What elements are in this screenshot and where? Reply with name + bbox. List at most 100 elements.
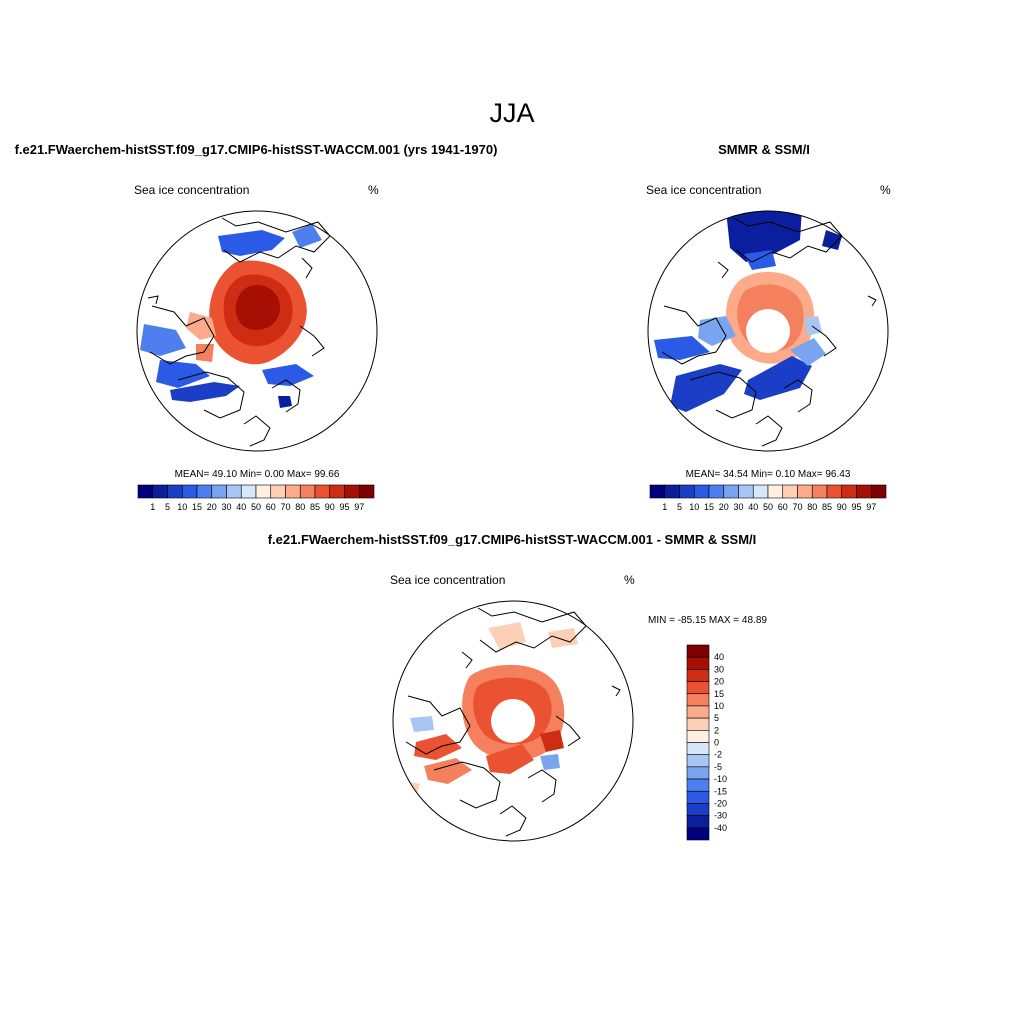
model-colorbar-swatch	[329, 484, 345, 499]
model-colorbar-tick-label: 90	[325, 502, 335, 512]
obs-colorbar-tick-label: 70	[792, 502, 802, 512]
diff-coastlines	[405, 607, 621, 837]
diff-colorbar-swatch	[686, 705, 710, 719]
obs-colorbar-swatch	[738, 484, 754, 499]
diff-colorbar-swatch	[686, 644, 710, 658]
diff-colorbar-tick-label: -10	[714, 774, 727, 784]
obs-colorbar-swatch	[752, 484, 769, 499]
diff-colorbar-tick-label: -5	[714, 762, 722, 772]
diff-colorbar-swatch	[686, 790, 710, 804]
obs-colorbar-tick-label: 30	[733, 502, 743, 512]
obs-colorbar: 1 5 10 15 20 30 40 50 60 70 80 85 90 95 97	[649, 484, 887, 512]
diff-colorbar-swatch	[686, 815, 710, 829]
diff-colorbar-tick-label: 20	[714, 677, 724, 687]
obs-colorbar-swatch	[693, 484, 710, 499]
obs-colorbar-swatch	[649, 484, 666, 499]
obs-colorbar-swatch	[841, 484, 857, 499]
diff-colorbar-tick-label: 30	[714, 664, 724, 674]
obs-pole-hole	[746, 309, 790, 353]
main-title: JJA	[489, 98, 534, 128]
model-map-border	[136, 210, 378, 452]
diff-colorbar-swatch	[686, 827, 710, 841]
diff-colorbar-swatch	[686, 754, 710, 768]
diff-colorbar-tick-label: -40	[714, 823, 727, 833]
obs-colorbar-tick-label: 5	[677, 502, 682, 512]
diff-colorbar-tick-label: 2	[714, 725, 719, 735]
model-colorbar-tick-label: 15	[192, 502, 202, 512]
model-variable-label: Sea ice concentration	[134, 183, 249, 197]
obs-colorbar-tick-label: 40	[748, 502, 758, 512]
model-colorbar-tick-label: 40	[236, 502, 246, 512]
diff-colorbar-swatch	[686, 778, 710, 792]
obs-colorbar-swatch	[679, 484, 695, 499]
diff-panel-title: f.e21.FWaerchem-histSST.f09_g17.CMIP6-hi…	[268, 532, 757, 547]
obs-colorbar-swatch	[767, 484, 784, 499]
obs-stats-label: MEAN= 34.54 Min= 0.10 Max= 96.43	[686, 469, 851, 480]
model-colorbar-tick-label: 50	[251, 502, 261, 512]
obs-colorbar-swatch	[811, 484, 828, 499]
diff-colorbar-tick-label: -30	[714, 811, 727, 821]
model-colorbar-swatch	[196, 484, 213, 499]
obs-colorbar-tick-label: 60	[778, 502, 788, 512]
model-colorbar-tick-label: 70	[280, 502, 290, 512]
obs-colorbar-tick-label: 97	[866, 502, 876, 512]
model-colorbar-tick-label: 95	[339, 502, 349, 512]
obs-colorbar-tick-label: 95	[851, 502, 861, 512]
model-colorbar-tick-label: 5	[165, 502, 170, 512]
model-colorbar-tick-label: 80	[295, 502, 305, 512]
model-panel-title: f.e21.FWaerchem-histSST.f09_g17.CMIP6-hi…	[15, 142, 498, 157]
obs-colorbar-swatch	[782, 484, 798, 499]
model-units-label: %	[368, 183, 379, 197]
obs-colorbar-tick-label: 10	[689, 502, 699, 512]
model-colorbar-tick-label: 1	[150, 502, 155, 512]
diff-colorbar-swatch	[686, 669, 710, 682]
obs-units-label: %	[880, 183, 891, 197]
obs-colorbar-swatch	[664, 484, 680, 499]
obs-colorbar-swatch	[708, 484, 725, 499]
obs-colorbar-tick-label: 1	[662, 502, 667, 512]
model-colorbar-swatch	[181, 484, 198, 499]
obs-colorbar-swatch	[826, 484, 843, 499]
obs-ice-field	[654, 211, 842, 412]
diff-stats-label: MIN = -85.15 MAX = 48.89	[648, 615, 767, 626]
model-colorbar-swatch	[358, 484, 375, 499]
diff-colorbar-swatch	[686, 766, 710, 780]
model-colorbar-tick-label: 85	[310, 502, 320, 512]
obs-colorbar-tick-label: 50	[763, 502, 773, 512]
model-colorbar-swatch	[314, 484, 331, 499]
model-coastlines	[147, 217, 331, 447]
model-colorbar-swatch	[299, 484, 316, 499]
diff-polar-map	[392, 600, 634, 842]
obs-colorbar-tick-label: 15	[704, 502, 714, 512]
diff-colorbar-tick-label: 15	[714, 689, 724, 699]
obs-colorbar-tick-label: 80	[807, 502, 817, 512]
diff-colorbar-swatch	[686, 730, 710, 743]
diff-colorbar-tick-label: -20	[714, 798, 727, 808]
obs-colorbar-tick-label: 90	[837, 502, 847, 512]
model-colorbar-swatch	[240, 484, 257, 499]
diff-units-label: %	[624, 573, 635, 587]
model-ice-field	[140, 224, 322, 408]
diff-variable-label: Sea ice concentration	[390, 573, 505, 587]
model-colorbar-swatch	[137, 484, 154, 499]
obs-colorbar-swatch	[870, 484, 887, 499]
model-colorbar-tick-label: 97	[354, 502, 364, 512]
model-colorbar-tick-label: 30	[221, 502, 231, 512]
diff-pole-hole	[491, 699, 535, 743]
diff-colorbar-swatch	[686, 742, 710, 755]
obs-map-border	[647, 210, 889, 452]
diff-colorbar-tick-label: -15	[714, 786, 727, 796]
diff-colorbar-tick-label: 10	[714, 701, 724, 711]
diff-colorbar-swatch	[686, 693, 710, 707]
obs-colorbar-tick-label: 85	[822, 502, 832, 512]
model-polar-map	[136, 210, 378, 452]
model-colorbar-swatch	[167, 484, 183, 499]
obs-variable-label: Sea ice concentration	[646, 183, 761, 197]
model-colorbar-swatch	[152, 484, 168, 499]
model-colorbar-tick-label: 60	[266, 502, 276, 512]
obs-colorbar-swatch	[797, 484, 813, 499]
model-colorbar-swatch	[211, 484, 227, 499]
diff-field	[400, 622, 578, 796]
